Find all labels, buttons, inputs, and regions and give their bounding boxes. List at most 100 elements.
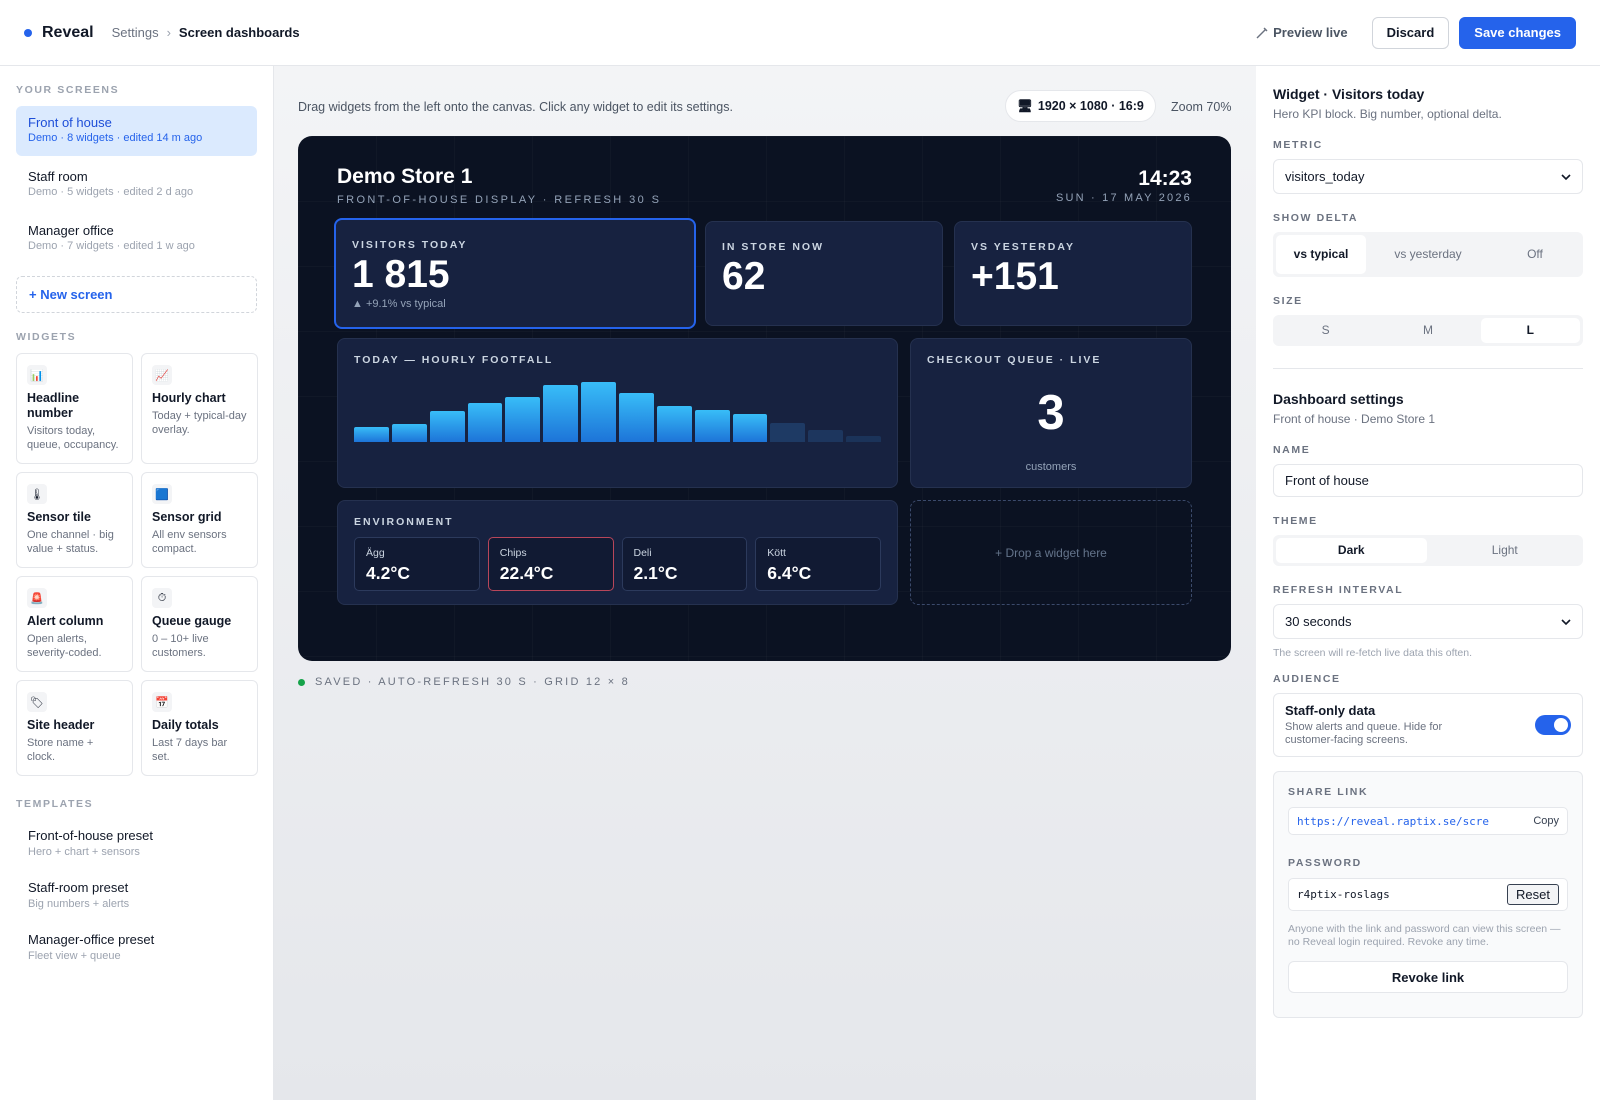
share-link-field[interactable]: https://reveal.raptix.se/scre Copy <box>1288 807 1568 835</box>
kpi-vs-yesterday[interactable]: VS YESTERDAY +151 <box>954 221 1192 326</box>
kpi-in-store-now[interactable]: IN STORE NOW 62 <box>705 221 943 326</box>
widget-card-name: Queue gauge <box>152 614 232 628</box>
widget-card-description: One channel · big value + status. <box>27 529 114 555</box>
zoom-level[interactable]: Zoom 70% <box>1171 100 1232 114</box>
widget-card[interactable]: 🟦 Sensor grid All env sensors compact. <box>141 472 258 568</box>
staff-only-toggle[interactable] <box>1535 715 1571 735</box>
new-screen-button[interactable]: + New screen <box>16 276 257 313</box>
widget-card[interactable]: 📅 Daily totals Last 7 days bar set. <box>141 680 258 776</box>
screen-item-name: Staff room <box>28 169 88 184</box>
dashboard-settings-title: Dashboard settings <box>1273 391 1404 407</box>
metric-select[interactable]: visitors_today <box>1273 159 1583 194</box>
screen-item[interactable]: Staff room Demo · 5 widgets · edited 2 d … <box>16 160 257 210</box>
delta-option-vs-yesterday[interactable]: vs yesterday <box>1394 247 1462 261</box>
environment-widget[interactable]: ENVIRONMENT Ägg 4.2°C Chips 22.4°C Deli 2.1°C… <box>337 500 898 605</box>
widget-card-description: Last 7 days bar set. <box>152 737 228 763</box>
sidebar: YOUR SCREENS Front of house Demo · 8 widg… <box>0 66 274 1100</box>
widget-card-name: Headline number <box>27 391 80 420</box>
kpi-label: IN STORE NOW <box>722 241 824 253</box>
discard-button[interactable]: Discard <box>1371 16 1450 49</box>
widget-card[interactable]: 🌡 Sensor tile One channel · big value + st… <box>16 472 133 568</box>
kpi-label: VISITORS TODAY <box>352 239 468 251</box>
footfall-bar <box>391 424 427 442</box>
sensor-name: Kött <box>767 547 786 559</box>
template-name: Manager-office preset <box>28 932 155 947</box>
delta-option-vs-typical[interactable]: vs typical <box>1276 235 1366 274</box>
revoke-link-button[interactable]: Revoke link <box>1288 961 1568 993</box>
footfall-bar <box>770 422 806 442</box>
bar-chart-icon: 📊 <box>27 365 47 385</box>
widget-card[interactable]: 🚨 Alert column Open alerts, severity-coded… <box>16 576 133 672</box>
queue-unit: customers <box>1025 461 1077 473</box>
reset-password-button[interactable]: Reset <box>1507 884 1559 905</box>
footfall-bar <box>581 382 617 442</box>
widget-card[interactable]: 📈 Hourly chart Today + typical-day overlay… <box>141 353 258 464</box>
save-changes-button[interactable]: Save changes <box>1459 16 1576 49</box>
brand-logo[interactable]: Reveal <box>42 23 94 41</box>
breadcrumb-settings[interactable]: Settings <box>111 25 159 40</box>
resolution-badge[interactable]: 🖥 1920 × 1080 · 16:9 <box>1005 90 1156 122</box>
theme-option-light[interactable]: Light <box>1491 543 1518 557</box>
widget-card[interactable]: 🏷 Site header Store name + clock. <box>16 680 133 776</box>
monitor-icon: 🖥 <box>1017 98 1033 113</box>
template-list: Front-of-house preset Hero + chart + sens… <box>16 820 257 970</box>
calendar-icon: 📅 <box>152 692 172 712</box>
screen-item[interactable]: Manager office Demo · 7 widgets · edited … <box>16 214 257 264</box>
widget-card-name: Sensor tile <box>27 510 91 524</box>
footfall-bar <box>808 430 844 442</box>
template-description: Fleet view + queue <box>28 950 121 962</box>
size-option-l[interactable]: L <box>1480 318 1580 343</box>
screen-item[interactable]: Front of house Demo · 8 widgets · edited … <box>16 106 257 156</box>
kpi-value: 1 815 <box>352 253 450 296</box>
size-option-m[interactable]: M <box>1422 323 1433 337</box>
hourly-footfall-chart[interactable]: TODAY — HOURLY FOOTFALL <box>337 338 898 488</box>
chevron-down-icon <box>1561 173 1571 180</box>
share-link-card: SHARE LINK https://reveal.raptix.se/scre… <box>1273 771 1583 1018</box>
widget-settings-title: Widget · Visitors today <box>1273 86 1425 102</box>
name-input[interactable]: Front of house <box>1273 464 1583 497</box>
name-label: NAME <box>1273 444 1311 456</box>
kpi-visitors-today[interactable]: VISITORS TODAY 1 815 ▲ +9.1% vs typical <box>334 218 696 329</box>
footfall-bar <box>354 426 389 442</box>
footfall-bar <box>846 435 882 442</box>
template-item[interactable]: Staff-room preset Big numbers + alerts <box>16 872 257 918</box>
divider <box>1273 368 1583 369</box>
environment-sensor-tile[interactable]: Chips 22.4°C <box>487 537 614 591</box>
size-option-s[interactable]: S <box>1321 323 1330 337</box>
password-value[interactable]: r4ptix-roslags <box>1297 888 1390 901</box>
environment-sensor-tile[interactable]: Kött 6.4°C <box>755 537 881 591</box>
kpi-value: +151 <box>971 255 1059 298</box>
screens-heading: YOUR SCREENS <box>16 84 120 96</box>
template-item[interactable]: Front-of-house preset Hero + chart + sens… <box>16 820 257 866</box>
screen-title: Demo Store 1 <box>337 165 473 188</box>
refresh-interval-select[interactable]: 30 seconds <box>1273 604 1583 639</box>
theme-option-dark[interactable]: Dark <box>1276 538 1427 563</box>
widget-card-description: Visitors today, queue, occupancy. <box>27 425 119 451</box>
share-link-url[interactable]: https://reveal.raptix.se/scre <box>1297 814 1489 828</box>
templates-heading: TEMPLATES <box>16 798 94 810</box>
siren-icon: 🚨 <box>27 588 47 608</box>
breadcrumb-current: Screen dashboards <box>178 25 300 40</box>
sensor-value: 4.2°C <box>366 563 410 583</box>
preview-live-link[interactable]: Preview live <box>1255 25 1348 40</box>
screen-list: Front of house Demo · 8 widgets · edited … <box>16 106 257 264</box>
footfall-bar <box>505 396 541 442</box>
drop-zone[interactable]: + Drop a widget here <box>910 500 1192 605</box>
staff-only-description: Show alerts and queue. Hide for customer… <box>1285 721 1443 746</box>
password-field[interactable]: r4ptix-roslags Reset <box>1288 878 1568 911</box>
delta-option-off[interactable]: Off <box>1527 247 1543 261</box>
environment-sensor-tile[interactable]: Deli 2.1°C <box>621 537 748 591</box>
environment-sensor-tile[interactable]: Ägg 4.2°C <box>354 537 480 591</box>
widget-card-description: Store name + clock. <box>27 737 94 763</box>
template-description: Big numbers + alerts <box>28 898 130 910</box>
footfall-bar <box>429 411 465 442</box>
copy-link-button[interactable]: Copy <box>1533 815 1559 827</box>
audience-label: AUDIENCE <box>1273 673 1341 685</box>
template-item[interactable]: Manager-office preset Fleet view + queue <box>16 924 257 970</box>
widget-card[interactable]: 📊 Headline number Visitors today, queue, o… <box>16 353 133 464</box>
footfall-bar <box>732 413 768 442</box>
checkout-queue-widget[interactable]: CHECKOUT QUEUE · LIVE 3 customers <box>910 338 1192 488</box>
save-status: SAVED · AUTO-REFRESH 30 S · GRID 12 × 8 <box>298 676 630 688</box>
widget-card[interactable]: ⏱ Queue gauge 0 – 10+ live customers. <box>141 576 258 672</box>
staff-only-title: Staff-only data <box>1285 703 1376 718</box>
